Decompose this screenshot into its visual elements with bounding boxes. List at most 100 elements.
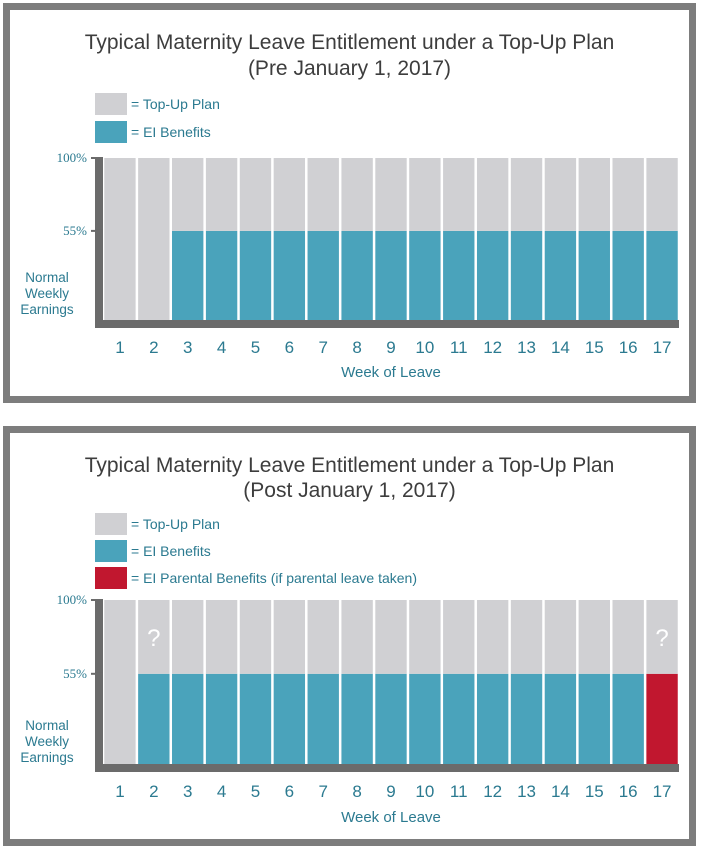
bar-top_up-week-13 xyxy=(510,600,543,674)
legend-label-ei: = EI Benefits xyxy=(131,124,211,140)
x-tick-label-week-9: 9 xyxy=(386,782,395,801)
x-tick-label-week-10: 10 xyxy=(415,782,434,801)
bar-ei-week-15 xyxy=(578,673,610,764)
legend-item-top-up: = Top-Up Plan xyxy=(95,92,220,116)
bar-top_up-week-15 xyxy=(578,600,610,674)
bar-top_up-week-9 xyxy=(375,600,407,674)
x-axis-label: Week of Leave xyxy=(341,364,441,381)
bar-top_up-week-17 xyxy=(646,158,678,231)
bar-top_up-week-9 xyxy=(375,158,407,231)
bar-ei-week-11 xyxy=(443,230,475,320)
bar-top_up-week-14 xyxy=(544,158,577,231)
bar-top_up-week-5 xyxy=(239,158,272,231)
x-tick-label-week-16: 16 xyxy=(619,782,638,801)
x-tick-label-week-1: 1 xyxy=(115,338,124,357)
x-tick-label-week-3: 3 xyxy=(183,782,192,801)
bar-ei-week-10 xyxy=(409,673,441,764)
bar-top_up-week-16 xyxy=(612,158,644,231)
y-tick-label: 100% xyxy=(57,150,88,165)
bar-ei-week-13 xyxy=(510,230,543,320)
bar-ei-week-6 xyxy=(273,673,306,764)
x-tick-label-week-16: 16 xyxy=(619,338,638,357)
bar-top_up-week-13 xyxy=(510,158,543,231)
bar-ei-week-8 xyxy=(341,230,373,320)
bar-top_up-week-10 xyxy=(409,158,441,231)
bar-top_up-week-12 xyxy=(476,600,509,674)
bar-top_up-week-11 xyxy=(443,158,475,231)
bar-ei-week-4 xyxy=(205,230,238,320)
y-axis-label: Weekly xyxy=(25,286,69,301)
x-tick-label-week-13: 13 xyxy=(517,338,536,357)
bar-top_up-week-4 xyxy=(205,158,238,231)
x-tick-label-week-11: 11 xyxy=(450,782,468,801)
y-tick-label: 55% xyxy=(63,223,87,238)
x-tick-label-week-12: 12 xyxy=(483,782,502,801)
x-tick-label-week-13: 13 xyxy=(517,782,536,801)
bar-ei-week-16 xyxy=(612,673,644,764)
bar-ei-week-3 xyxy=(172,230,204,320)
x-tick-label-week-15: 15 xyxy=(585,782,604,801)
bar-top_up-week-1 xyxy=(104,600,136,764)
x-tick-label-week-7: 7 xyxy=(319,338,328,357)
x-tick-label-week-2: 2 xyxy=(149,338,158,357)
x-tick-label-week-8: 8 xyxy=(352,338,361,357)
x-tick-label-week-10: 10 xyxy=(415,338,434,357)
x-tick-label-week-7: 7 xyxy=(319,782,328,801)
bar-top_up-week-5 xyxy=(239,600,272,674)
bar-ei-week-12 xyxy=(476,230,509,320)
bar-top_up-week-16 xyxy=(612,600,644,674)
bar-ei-week-5 xyxy=(239,673,272,764)
bar-ei-week-9 xyxy=(375,673,407,764)
bar-top_up-week-8 xyxy=(341,600,373,674)
x-tick-label-week-15: 15 xyxy=(585,338,604,357)
chart-title: Typical Maternity Leave Entitlement unde… xyxy=(84,454,615,477)
bar-ei-week-15 xyxy=(578,230,610,320)
x-tick-label-week-12: 12 xyxy=(483,338,502,357)
bar-top_up-week-3 xyxy=(172,158,204,231)
x-tick-label-week-4: 4 xyxy=(217,782,226,801)
x-tick-label-week-17: 17 xyxy=(653,782,672,801)
bar-ei-week-13 xyxy=(510,673,543,764)
bar-ei-week-16 xyxy=(612,230,644,320)
chart-subtitle: (Pre January 1, 2017) xyxy=(247,57,452,80)
x-tick-label-week-5: 5 xyxy=(251,338,260,357)
x-tick-label-week-9: 9 xyxy=(386,338,395,357)
bar-top_up-week-12 xyxy=(476,158,509,231)
chart-subtitle: (Post January 1, 2017) xyxy=(243,479,456,502)
bar-ei-week-11 xyxy=(443,673,475,764)
bar-top_up-week-15 xyxy=(578,158,610,231)
y-tick-label: 100% xyxy=(57,592,88,607)
legend-item-ei: = EI Benefits xyxy=(95,120,211,144)
x-tick-label-week-6: 6 xyxy=(285,782,294,801)
legend-item-parental: = EI Parental Benefits (if parental leav… xyxy=(95,566,417,590)
bar-top_up-week-10 xyxy=(409,600,441,674)
bar-ei-week-5 xyxy=(239,230,272,320)
x-tick-label-week-6: 6 xyxy=(285,338,294,357)
x-axis-label: Week of Leave xyxy=(341,809,441,826)
legend-label-parental: = EI Parental Benefits (if parental leav… xyxy=(131,570,417,586)
x-tick-label-week-4: 4 xyxy=(217,338,226,357)
bar-top_up-week-2 xyxy=(138,158,170,320)
bar-top_up-week-6 xyxy=(273,600,306,674)
bar-ei-week-8 xyxy=(341,673,373,764)
chart-panel-pre-2017: Typical Maternity Leave Entitlement unde… xyxy=(3,3,696,403)
chart-title: Typical Maternity Leave Entitlement unde… xyxy=(84,31,615,54)
bar-ei-week-9 xyxy=(375,230,407,320)
bar-top_up-week-1 xyxy=(104,158,136,320)
bar-top_up-week-3 xyxy=(172,600,204,674)
bar-ei-week-7 xyxy=(307,673,339,764)
bar-top_up-week-2 xyxy=(138,600,170,674)
bar-top_up-week-7 xyxy=(307,600,339,674)
x-tick-label-week-11: 11 xyxy=(450,338,468,357)
y-axis-label: Earnings xyxy=(20,750,74,765)
x-tick-label-week-2: 2 xyxy=(149,782,158,801)
bar-top_up-week-17 xyxy=(646,600,678,674)
bar-ei-week-7 xyxy=(307,230,339,320)
x-tick-label-week-5: 5 xyxy=(251,782,260,801)
y-tick-label: 55% xyxy=(63,666,87,681)
annotation-question-mark: ? xyxy=(655,625,668,652)
x-tick-label-week-17: 17 xyxy=(653,338,672,357)
legend-swatch-ei xyxy=(95,121,127,143)
bar-ei-week-14 xyxy=(544,230,577,320)
